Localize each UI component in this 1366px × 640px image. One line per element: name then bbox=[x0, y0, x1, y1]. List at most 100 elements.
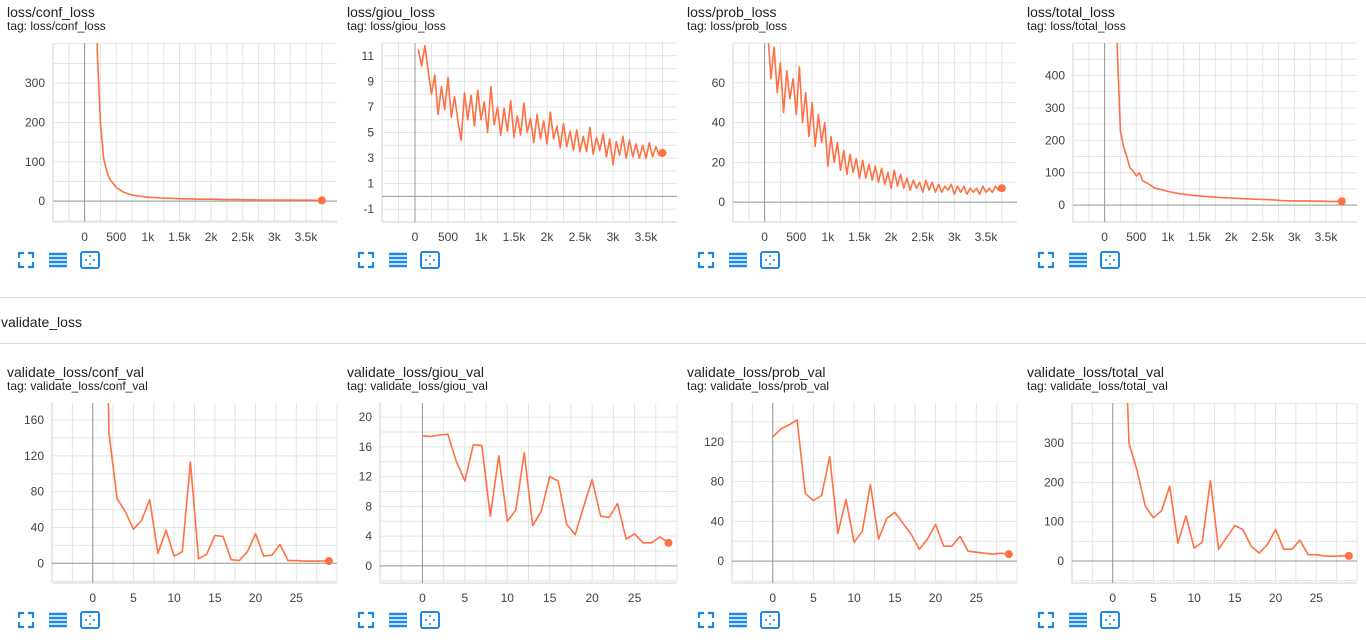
fit-domain-icon[interactable] bbox=[80, 250, 100, 270]
series bbox=[422, 434, 668, 543]
y-tick-label: -1 bbox=[363, 202, 374, 216]
toggle-log-scale-icon[interactable] bbox=[48, 610, 68, 630]
toggle-log-scale-icon[interactable] bbox=[388, 610, 408, 630]
toggle-log-scale-icon[interactable] bbox=[388, 250, 408, 270]
y-tick-label: 0 bbox=[717, 554, 724, 568]
toggle-log-scale-icon[interactable] bbox=[1068, 610, 1088, 630]
section-title: validate_loss bbox=[1, 314, 82, 330]
y-tick-label: 3 bbox=[367, 151, 374, 165]
y-tick-label: 0 bbox=[718, 195, 725, 209]
y-tick-label: 40 bbox=[711, 514, 725, 528]
y-tick-label: 4 bbox=[365, 529, 372, 543]
section-header-validate-loss[interactable]: validate_loss bbox=[0, 297, 1366, 344]
fullscreen-icon[interactable] bbox=[356, 610, 376, 630]
x-tick-label: 2k bbox=[541, 230, 555, 244]
toggle-log-scale-icon[interactable] bbox=[48, 250, 68, 270]
fit-domain-icon[interactable] bbox=[80, 610, 100, 630]
x-tick-label: 2.5k bbox=[231, 230, 255, 244]
chart-card: validate_loss/conf_val tag: validate_los… bbox=[0, 360, 340, 640]
x-tick-label: 15 bbox=[543, 591, 557, 605]
toggle-log-scale-icon[interactable] bbox=[728, 250, 748, 270]
y-tick-label: 0 bbox=[38, 194, 45, 208]
fullscreen-icon[interactable] bbox=[16, 250, 36, 270]
y-tick-label: 200 bbox=[1045, 133, 1065, 147]
last-point-marker bbox=[1345, 552, 1353, 560]
y-tick-label: 40 bbox=[712, 116, 726, 130]
fit-domain-icon[interactable] bbox=[760, 610, 780, 630]
fullscreen-icon[interactable] bbox=[696, 250, 716, 270]
series-line bbox=[768, 33, 1002, 194]
x-tick-label: 1k bbox=[142, 230, 156, 244]
x-tick-label: 2k bbox=[205, 230, 219, 244]
x-tick-label: 15 bbox=[208, 591, 222, 605]
chart-toolbar bbox=[696, 250, 780, 270]
x-tick-label: 5 bbox=[1150, 591, 1157, 605]
y-tick-label: 400 bbox=[1045, 68, 1065, 82]
x-tick-label: 0 bbox=[419, 591, 426, 605]
y-tick-label: 80 bbox=[31, 485, 45, 499]
x-tick-label: 500 bbox=[1126, 230, 1146, 244]
y-tick-label: 1 bbox=[367, 177, 374, 191]
y-tick-label: 8 bbox=[365, 499, 372, 513]
y-tick-label: 300 bbox=[1044, 436, 1064, 450]
fit-domain-icon[interactable] bbox=[760, 250, 780, 270]
x-tick-label: 3.5k bbox=[1315, 230, 1339, 244]
fullscreen-icon[interactable] bbox=[1036, 250, 1056, 270]
toggle-log-scale-icon[interactable] bbox=[1068, 250, 1088, 270]
fit-domain-icon[interactable] bbox=[1100, 250, 1120, 270]
x-tick-label: 15 bbox=[888, 591, 902, 605]
fit-domain-icon[interactable] bbox=[420, 610, 440, 630]
last-point-marker bbox=[665, 539, 673, 547]
last-point-marker bbox=[318, 196, 326, 204]
last-point-marker bbox=[658, 149, 666, 157]
x-tick-label: 2k bbox=[885, 230, 899, 244]
x-tick-label: 3k bbox=[607, 230, 621, 244]
series bbox=[418, 45, 662, 164]
y-tick-label: 60 bbox=[712, 76, 726, 90]
y-tick-label: 20 bbox=[712, 155, 726, 169]
last-point-marker bbox=[1338, 197, 1346, 205]
x-tick-label: 1.5k bbox=[1188, 230, 1212, 244]
x-tick-label: 500 bbox=[106, 230, 126, 244]
y-tick-label: 12 bbox=[359, 470, 373, 484]
y-tick-label: 300 bbox=[1045, 101, 1065, 115]
last-point-marker bbox=[998, 184, 1006, 192]
y-tick-label: 7 bbox=[367, 100, 374, 114]
x-tick-label: 1.5k bbox=[503, 230, 527, 244]
x-tick-label: 10 bbox=[167, 591, 181, 605]
chart-toolbar bbox=[16, 250, 100, 270]
y-tick-label: 120 bbox=[704, 435, 724, 449]
fullscreen-icon[interactable] bbox=[356, 250, 376, 270]
y-tick-label: 16 bbox=[359, 440, 373, 454]
x-tick-label: 20 bbox=[249, 591, 263, 605]
fullscreen-icon[interactable] bbox=[1036, 610, 1056, 630]
series-line bbox=[1111, 0, 1342, 202]
fit-domain-icon[interactable] bbox=[420, 250, 440, 270]
x-tick-label: 20 bbox=[585, 591, 599, 605]
x-tick-label: 10 bbox=[1187, 591, 1201, 605]
toggle-log-scale-icon[interactable] bbox=[728, 610, 748, 630]
x-tick-label: 3.5k bbox=[975, 230, 999, 244]
x-tick-label: 3.5k bbox=[295, 230, 319, 244]
chart-toolbar bbox=[356, 250, 440, 270]
fullscreen-icon[interactable] bbox=[16, 610, 36, 630]
x-tick-label: 25 bbox=[970, 591, 984, 605]
x-tick-label: 5 bbox=[462, 591, 469, 605]
series bbox=[91, 0, 322, 200]
series bbox=[768, 33, 1002, 194]
x-tick-label: 0 bbox=[1101, 230, 1108, 244]
fullscreen-icon[interactable] bbox=[696, 610, 716, 630]
y-tick-label: 100 bbox=[25, 155, 45, 169]
x-tick-label: 0 bbox=[1109, 591, 1116, 605]
y-tick-label: 160 bbox=[24, 413, 44, 427]
y-tick-label: 300 bbox=[25, 76, 45, 90]
fit-domain-icon[interactable] bbox=[1100, 610, 1120, 630]
